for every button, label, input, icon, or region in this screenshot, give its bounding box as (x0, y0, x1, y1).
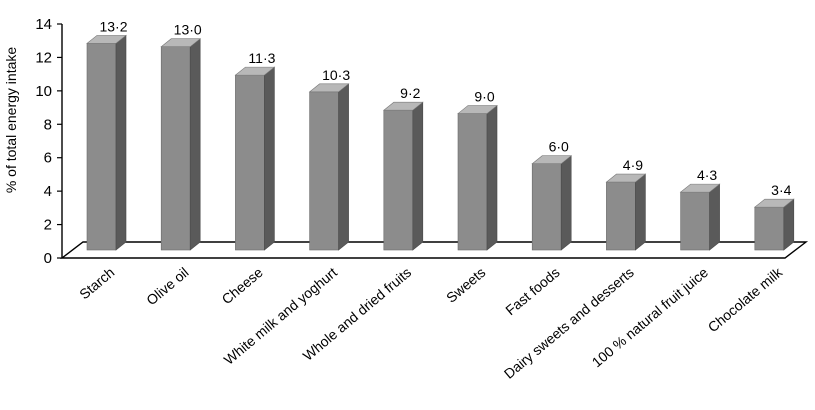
y-tick-label: 2 (44, 217, 52, 234)
category-label: Chocolate milk (705, 263, 786, 335)
bar-side (338, 83, 349, 251)
value-label: 9·2 (400, 85, 420, 101)
bar-top (160, 38, 202, 48)
bar-side (486, 104, 498, 251)
bar-top (457, 105, 498, 114)
bar-side (635, 173, 646, 251)
y-axis-title: % of total energy intake (3, 47, 19, 194)
bar (680, 191, 710, 251)
category-label: Starch (76, 264, 117, 302)
bar-side (264, 66, 275, 251)
bar-top (679, 183, 721, 193)
value-label: 9·0 (474, 89, 494, 105)
y-tick-label: 12 (35, 49, 52, 66)
category-label: Fast foods (502, 264, 562, 318)
value-label: 13·0 (174, 22, 202, 38)
value-label: 6·0 (549, 139, 569, 155)
y-tick-label: 8 (44, 116, 52, 133)
bar-side (412, 101, 424, 251)
category-label: Olive oil (143, 264, 191, 308)
bar (457, 113, 488, 251)
bar (160, 46, 191, 251)
bar (606, 181, 636, 251)
value-label: 3·4 (771, 182, 791, 198)
y-tick-label: 4 (44, 183, 52, 200)
y-tick-label: 14 (35, 16, 52, 33)
category-label: Dairy sweets and desserts (501, 264, 637, 382)
value-label: 4·3 (697, 167, 717, 183)
bar-top (753, 198, 795, 208)
bar (531, 163, 562, 251)
bar (235, 74, 265, 251)
bar-top (382, 101, 424, 111)
bar-side (560, 155, 572, 251)
bar (86, 43, 117, 251)
y-tick-label: 6 (44, 150, 52, 167)
y-tick-label: 10 (35, 83, 52, 100)
value-labels: 13·2 13·0 11·3 10·3 9·2 9·0 6·0 4·9 4·3 3·4 (99, 18, 791, 198)
value-label: 10·3 (322, 67, 350, 83)
bar (754, 206, 785, 251)
category-label: Cheese (219, 264, 266, 307)
value-label: 4·9 (623, 157, 643, 173)
y-axis: 0 2 4 6 8 10 12 14 (35, 16, 63, 267)
bar-side (709, 183, 720, 251)
bar (309, 91, 339, 251)
value-label: 11·3 (248, 50, 275, 66)
value-label: 13·2 (99, 18, 127, 34)
bar-top (86, 35, 127, 44)
bar (383, 109, 414, 251)
bar-side (189, 38, 201, 251)
bars (86, 34, 795, 251)
bar-side (783, 198, 795, 251)
y-tick-label: 0 (44, 250, 52, 267)
bar-top (605, 173, 647, 183)
bar-top (531, 155, 573, 165)
bar-top (234, 66, 276, 76)
bar-side (115, 34, 127, 251)
bar-top (308, 83, 350, 93)
category-label: Sweets (443, 264, 488, 306)
